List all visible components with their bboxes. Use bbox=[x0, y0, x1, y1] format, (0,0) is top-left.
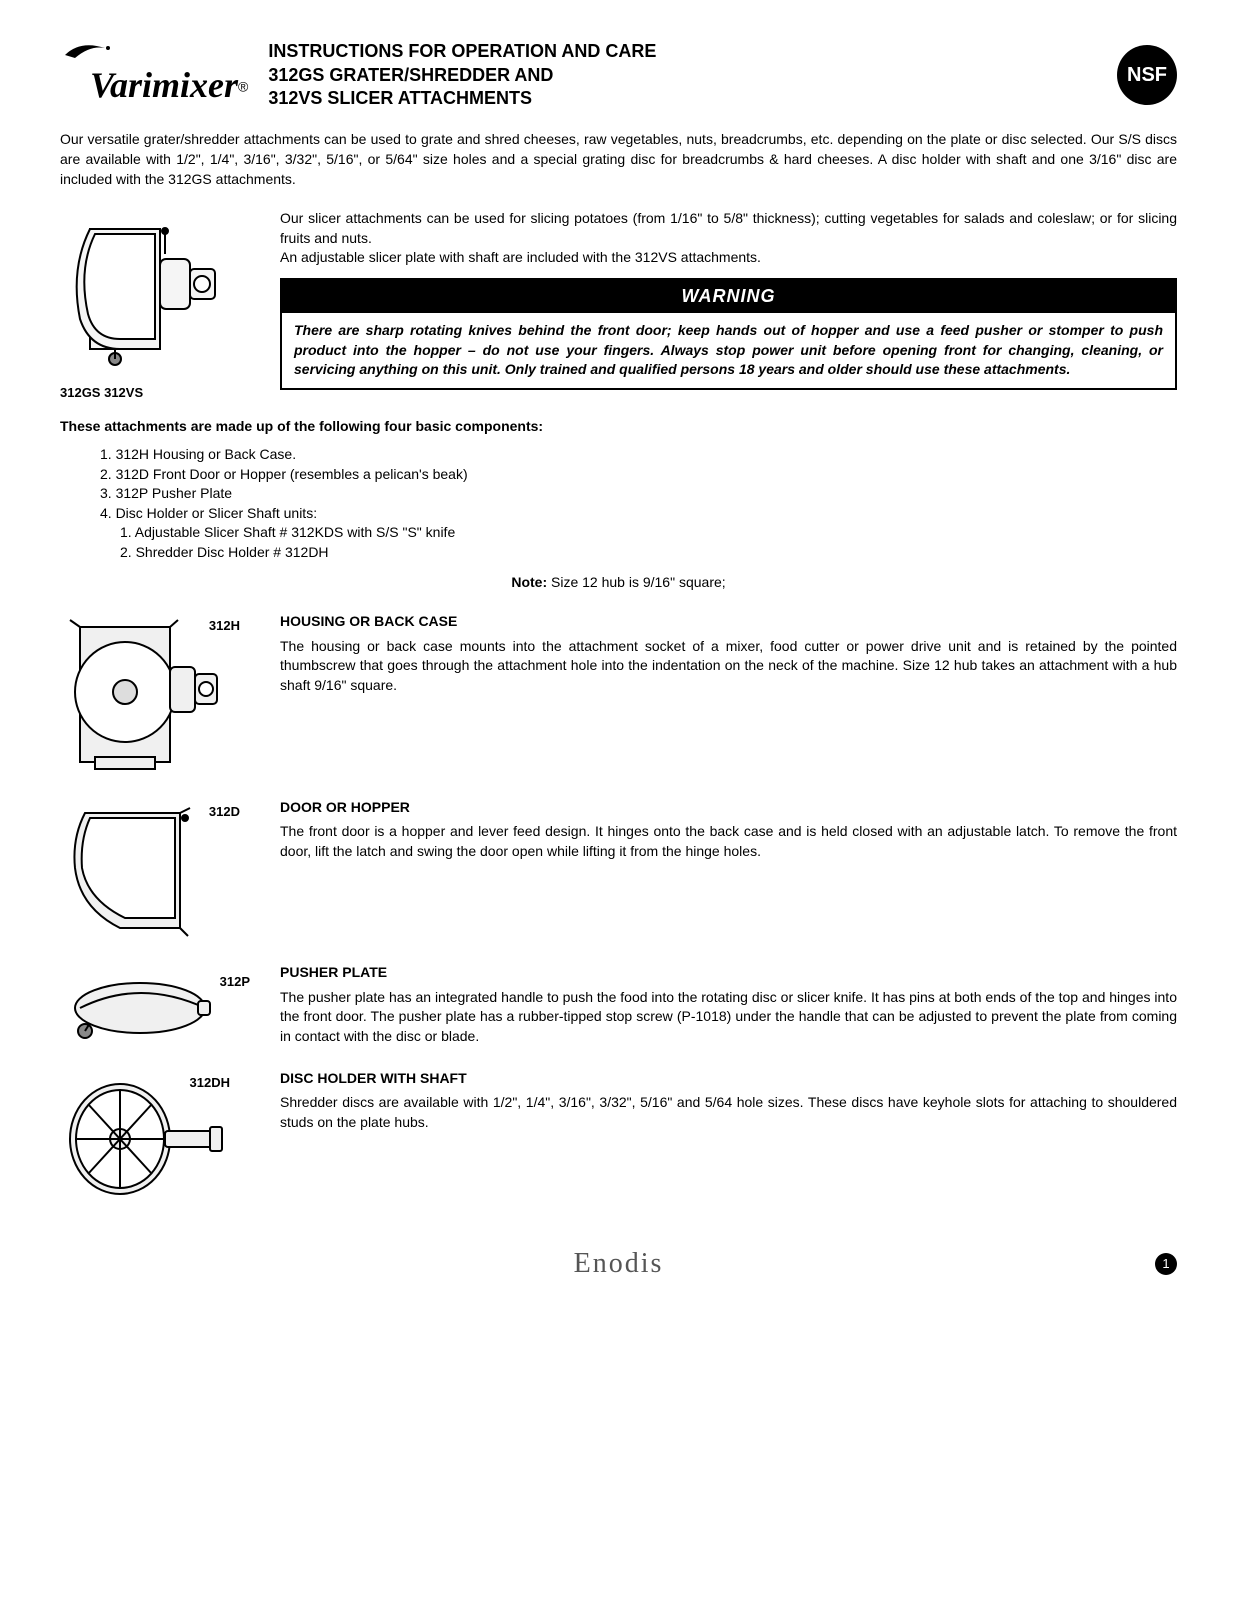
nsf-text: NSF bbox=[1127, 61, 1167, 89]
section-disc: 312DH DISC HOLDER WITH SHAFT Shredder di… bbox=[60, 1069, 1177, 1215]
disc-figure: 312DH bbox=[60, 1069, 260, 1215]
pusher-label: 312P bbox=[220, 973, 250, 991]
components-list: 1. 312H Housing or Back Case. 2. 312D Fr… bbox=[100, 445, 1177, 563]
warning-body: There are sharp rotating knives behind t… bbox=[282, 313, 1175, 388]
housing-body: The housing or back case mounts into the… bbox=[280, 637, 1177, 696]
title-line-3: 312VS SLICER ATTACHMENTS bbox=[268, 87, 1097, 110]
warning-heading: WARNING bbox=[282, 280, 1175, 313]
note-label: Note: bbox=[511, 574, 547, 590]
door-title: DOOR OR HOPPER bbox=[280, 798, 1177, 818]
component-4-sublist: 1. Adjustable Slicer Shaft # 312KDS with… bbox=[120, 523, 1177, 562]
disc-body: Shredder discs are available with 1/2", … bbox=[280, 1093, 1177, 1132]
title-line-1: INSTRUCTIONS FOR OPERATION AND CARE bbox=[268, 40, 1097, 63]
pusher-text: PUSHER PLATE The pusher plate has an int… bbox=[280, 963, 1177, 1046]
nsf-badge-icon: NSF bbox=[1117, 45, 1177, 105]
housing-figure: 312H bbox=[60, 612, 260, 788]
title-block: INSTRUCTIONS FOR OPERATION AND CARE 312G… bbox=[268, 40, 1097, 110]
housing-label: 312H bbox=[209, 617, 240, 635]
page-number: 1 bbox=[1155, 1253, 1177, 1275]
brand-name: Varimixer® bbox=[60, 60, 248, 110]
housing-illustration-icon bbox=[60, 612, 240, 782]
brand-text: Varimixer bbox=[90, 65, 238, 105]
section-housing: 312H HOUSING OR BACK CASE The housing or… bbox=[60, 612, 1177, 788]
housing-title: HOUSING OR BACK CASE bbox=[280, 612, 1177, 632]
logo-block: Varimixer® bbox=[60, 40, 248, 110]
pusher-body: The pusher plate has an integrated handl… bbox=[280, 988, 1177, 1047]
disc-title: DISC HOLDER WITH SHAFT bbox=[280, 1069, 1177, 1089]
note-text: Size 12 hub is 9/16" square; bbox=[547, 574, 726, 590]
section-door: 312D DOOR OR HOPPER The front door is a … bbox=[60, 798, 1177, 954]
housing-text: HOUSING OR BACK CASE The housing or back… bbox=[280, 612, 1177, 695]
component-2: 2. 312D Front Door or Hopper (resembles … bbox=[100, 465, 1177, 485]
door-body: The front door is a hopper and lever fee… bbox=[280, 822, 1177, 861]
pusher-figure: 312P bbox=[60, 963, 260, 1059]
footer: Enodis 1 bbox=[60, 1244, 1177, 1283]
pusher-title: PUSHER PLATE bbox=[280, 963, 1177, 983]
warning-box: WARNING There are sharp rotating knives … bbox=[280, 278, 1177, 390]
brand-symbol: ® bbox=[238, 78, 248, 94]
slicer-paragraph: Our slicer attachments can be used for s… bbox=[280, 209, 1177, 268]
main-figure-label: 312GS 312VS bbox=[60, 384, 260, 402]
disc-text: DISC HOLDER WITH SHAFT Shredder discs ar… bbox=[280, 1069, 1177, 1133]
section-pusher: 312P PUSHER PLATE The pusher plate has a… bbox=[60, 963, 1177, 1059]
note: Note: Size 12 hub is 9/16" square; bbox=[60, 573, 1177, 593]
component-1: 1. 312H Housing or Back Case. bbox=[100, 445, 1177, 465]
door-text: DOOR OR HOPPER The front door is a hoppe… bbox=[280, 798, 1177, 862]
component-4: 4. Disc Holder or Slicer Shaft units: bbox=[100, 504, 1177, 524]
intro-paragraph: Our versatile grater/shredder attachment… bbox=[60, 130, 1177, 189]
disc-label: 312DH bbox=[190, 1074, 230, 1092]
title-line-2: 312GS GRATER/SHREDDER AND bbox=[268, 64, 1097, 87]
page-number-text: 1 bbox=[1162, 1255, 1169, 1273]
component-4a: 1. Adjustable Slicer Shaft # 312KDS with… bbox=[120, 523, 1177, 543]
pusher-illustration-icon bbox=[60, 963, 240, 1053]
swoosh-icon bbox=[60, 40, 120, 60]
attachment-illustration-icon bbox=[60, 209, 260, 379]
footer-brand: Enodis bbox=[82, 1244, 1155, 1283]
door-figure: 312D bbox=[60, 798, 260, 954]
components-heading: These attachments are made up of the fol… bbox=[60, 417, 1177, 437]
slicer-row: 312GS 312VS Our slicer attachments can b… bbox=[60, 209, 1177, 402]
header: Varimixer® INSTRUCTIONS FOR OPERATION AN… bbox=[60, 40, 1177, 110]
component-3: 3. 312P Pusher Plate bbox=[100, 484, 1177, 504]
door-label: 312D bbox=[209, 803, 240, 821]
component-4b: 2. Shredder Disc Holder # 312DH bbox=[120, 543, 1177, 563]
slicer-column: Our slicer attachments can be used for s… bbox=[280, 209, 1177, 390]
main-figure: 312GS 312VS bbox=[60, 209, 260, 402]
